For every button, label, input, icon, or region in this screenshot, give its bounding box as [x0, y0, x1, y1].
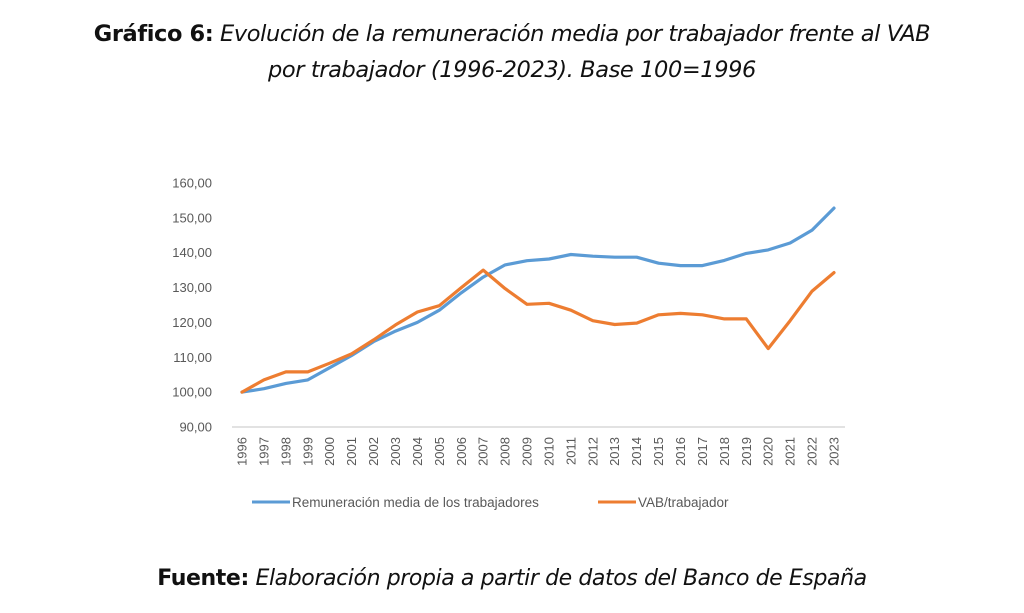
x-axis: 1996 1997 1998 1999 2000 2001 2002 2003 2004 2005… [235, 437, 842, 466]
legend-item: Remuneración media de los trabajadores [252, 495, 539, 510]
x-tick-label: 2001 [344, 437, 359, 466]
y-tick-label: 130,00 [172, 280, 212, 295]
chart-title-line-1: Gráfico 6: Evolución de la remuneración … [0, 16, 1024, 52]
x-tick-label: 2012 [585, 437, 600, 466]
y-tick-label: 140,00 [172, 245, 212, 260]
series-group [240, 206, 836, 394]
x-tick-label: 2007 [476, 437, 491, 466]
x-tick-label: 1997 [256, 437, 271, 466]
x-tick-label: 2005 [432, 437, 447, 466]
y-axis: 90,00 100,00 110,00 120,00 130,00 140,00 150,0… [172, 176, 212, 435]
y-tick-label: 150,00 [172, 210, 212, 225]
x-tick-label: 2011 [563, 437, 578, 465]
y-tick-label: 160,00 [172, 176, 212, 191]
x-tick-label: 2010 [541, 437, 556, 466]
y-tick-label: 100,00 [172, 385, 212, 400]
chart-title-line-2: por trabajador (1996-2023). Base 100=199… [0, 52, 1024, 88]
x-tick-label: 2016 [673, 437, 688, 466]
chart-title-text-1: Evolución de la remuneración media por t… [213, 21, 931, 47]
legend-item: VAB/trabajador [598, 495, 729, 510]
legend-label: Remuneración media de los trabajadores [292, 495, 539, 510]
x-tick-label: 2019 [739, 437, 754, 466]
x-tick-label: 2021 [783, 437, 798, 466]
x-tick-label: 2015 [651, 437, 666, 466]
x-tick-label: 2020 [761, 437, 776, 466]
y-tick-label: 120,00 [172, 315, 212, 330]
x-tick-label: 2008 [498, 437, 513, 466]
x-tick-label: 2014 [629, 437, 644, 466]
series-line-remuneracion [240, 206, 836, 394]
x-tick-label: 2004 [410, 437, 425, 466]
chart-source: Fuente: Elaboración propia a partir de d… [0, 566, 1024, 591]
legend: Remuneración media de los trabajadores VA… [252, 495, 729, 510]
x-tick-label: 2017 [695, 437, 710, 466]
x-tick-label: 2022 [805, 437, 820, 466]
x-tick-label: 1998 [278, 437, 293, 466]
chart-title-text-2: por trabajador (1996-2023). Base 100=199… [268, 57, 756, 83]
x-tick-label: 2002 [366, 437, 381, 466]
legend-label: VAB/trabajador [638, 495, 729, 510]
x-tick-label: 2000 [322, 437, 337, 466]
x-tick-label: 2018 [717, 437, 732, 466]
x-tick-label: 2009 [520, 437, 535, 466]
x-tick-label: 2003 [388, 437, 403, 466]
y-tick-label: 90,00 [179, 420, 212, 435]
x-tick-label: 1996 [235, 437, 250, 466]
x-tick-label: 2023 [827, 437, 842, 466]
series-line-vab [240, 268, 836, 394]
source-text: Elaboración propia a partir de datos del… [248, 566, 867, 591]
x-tick-label: 1999 [300, 437, 315, 466]
source-label: Fuente: [157, 566, 249, 591]
chart-title: Gráfico 6: Evolución de la remuneración … [0, 16, 1024, 88]
x-tick-label: 2006 [454, 437, 469, 466]
y-tick-label: 110,00 [173, 350, 212, 365]
x-tick-label: 2013 [607, 437, 622, 466]
line-chart: 90,00 100,00 110,00 120,00 130,00 140,00 150,0… [172, 176, 845, 510]
chart-title-label: Gráfico 6: [93, 21, 214, 47]
